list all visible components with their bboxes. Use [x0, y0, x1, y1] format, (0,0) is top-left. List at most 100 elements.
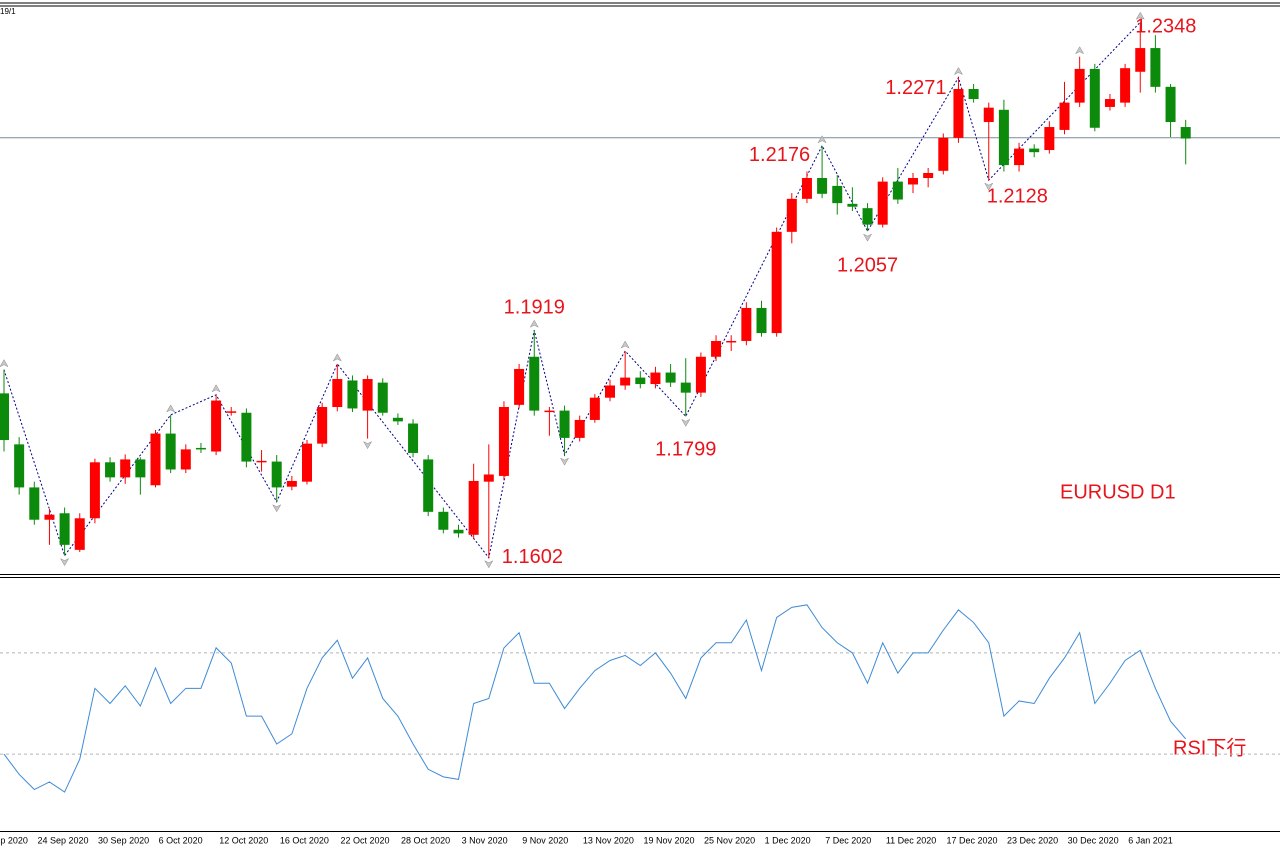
candle-body	[241, 412, 252, 462]
zigzag-arrow	[59, 558, 70, 567]
candle-body	[801, 178, 812, 199]
candle-body	[620, 377, 631, 386]
candle-body	[574, 419, 585, 438]
candle-body	[741, 307, 752, 341]
candle-body	[317, 407, 328, 444]
candle-body	[908, 178, 918, 185]
rsi-line	[3, 604, 1187, 793]
candle-body	[529, 356, 540, 411]
candle-body	[605, 385, 615, 398]
price-label: 1.2348	[1135, 16, 1196, 38]
candle-body	[332, 379, 343, 408]
candle-body	[211, 400, 222, 452]
candle-body	[1029, 148, 1040, 153]
candle-body	[650, 372, 661, 385]
candle-body	[377, 382, 388, 413]
candle-body	[271, 461, 282, 488]
candle-body	[771, 231, 782, 334]
candle-body	[1135, 48, 1146, 72]
candle-body	[665, 372, 676, 383]
zigzag-arrow	[0, 359, 9, 368]
candle-body	[483, 474, 494, 482]
zigzag-arrow	[332, 353, 342, 362]
candle-body	[180, 449, 191, 470]
price-label: 1.1919	[504, 296, 565, 318]
zigzag-arrow	[484, 560, 494, 569]
zigzag-arrow	[984, 182, 994, 191]
candle-body	[74, 518, 85, 550]
x-tick-label: 11 Dec 2020	[886, 835, 936, 845]
candle-body	[0, 393, 9, 441]
candle-body	[195, 447, 206, 450]
zigzag-arrow	[681, 418, 691, 427]
x-tick-label: 30 Sep 2020	[98, 835, 149, 845]
candle-body	[1104, 99, 1115, 107]
candle-body	[514, 368, 525, 405]
candle-body	[1059, 102, 1070, 130]
x-tick-label: 24 Sep 2020	[37, 835, 88, 845]
candle-body	[438, 511, 449, 530]
candle-body	[589, 397, 600, 420]
x-tick-label: 30 Dec 2020	[1068, 835, 1119, 845]
x-tick-label: 13 Nov 2020	[583, 835, 634, 845]
price-label: 1.1602	[502, 546, 563, 568]
candle-body	[468, 480, 479, 535]
candle-body	[89, 462, 100, 519]
zigzag-arrow	[620, 340, 630, 349]
zigzag-arrow	[272, 504, 282, 513]
price-label: 1.2271	[885, 77, 946, 99]
candle-body	[968, 88, 979, 100]
candle-body	[44, 514, 55, 520]
candle-body	[726, 340, 737, 343]
candle-body	[923, 172, 934, 179]
x-tick-label: 9 Nov 2020	[522, 835, 568, 845]
zigzag-arrow	[529, 319, 539, 328]
candle-body	[953, 88, 964, 138]
candle-body	[1044, 127, 1055, 151]
zigzag-arrow	[166, 404, 176, 413]
x-tick-label: 19 Nov 2020	[643, 835, 694, 845]
x-tick-label: 28 Oct 2020	[401, 835, 450, 845]
candle-body	[29, 487, 40, 520]
candle-body	[1014, 148, 1025, 166]
candle-body	[817, 178, 828, 194]
x-tick-label: 23 Dec 2020	[1007, 835, 1058, 845]
price-label: 1.2128	[987, 185, 1048, 207]
price-label: 1.2057	[837, 254, 898, 276]
price-label: 1.1799	[655, 439, 716, 461]
candle-body	[302, 443, 312, 482]
candle-body	[423, 459, 434, 512]
candle-body	[1089, 68, 1100, 128]
candle-body	[786, 198, 797, 232]
candle-body	[892, 181, 903, 200]
candle-body	[680, 382, 691, 393]
candle-body	[498, 407, 509, 476]
candle-body	[695, 356, 706, 393]
x-tick-label: 17 Dec 2020	[946, 835, 997, 845]
candle-body	[105, 462, 116, 478]
candle-body	[832, 185, 843, 204]
candle-body	[408, 423, 419, 453]
candle-body	[983, 107, 994, 123]
candle-body	[150, 433, 161, 486]
candle-body	[862, 208, 873, 225]
candle-body	[1150, 48, 1161, 87]
x-tick-label: 6 Jan 2021	[1128, 835, 1173, 845]
candle-body	[135, 459, 146, 478]
candle-body	[59, 513, 70, 545]
candle-body	[14, 444, 25, 488]
x-tick-label: 25 Nov 2020	[704, 835, 755, 845]
candle-body	[256, 460, 267, 463]
x-tick-label: 7 Dec 2020	[825, 835, 871, 845]
price-label: 1.2176	[749, 144, 810, 166]
symbol-label: EURUSD D1	[1060, 481, 1176, 503]
candle-body	[877, 181, 888, 225]
x-tick-label: 18 Sep 2020	[0, 835, 28, 845]
corner-text: 19/1	[0, 7, 16, 16]
zigzag-arrow	[1135, 11, 1145, 20]
candle-body	[347, 380, 358, 409]
candle-body	[453, 529, 464, 534]
rsi-annotation: RSI下行	[1173, 736, 1246, 759]
x-tick-label: 22 Oct 2020	[340, 835, 389, 845]
